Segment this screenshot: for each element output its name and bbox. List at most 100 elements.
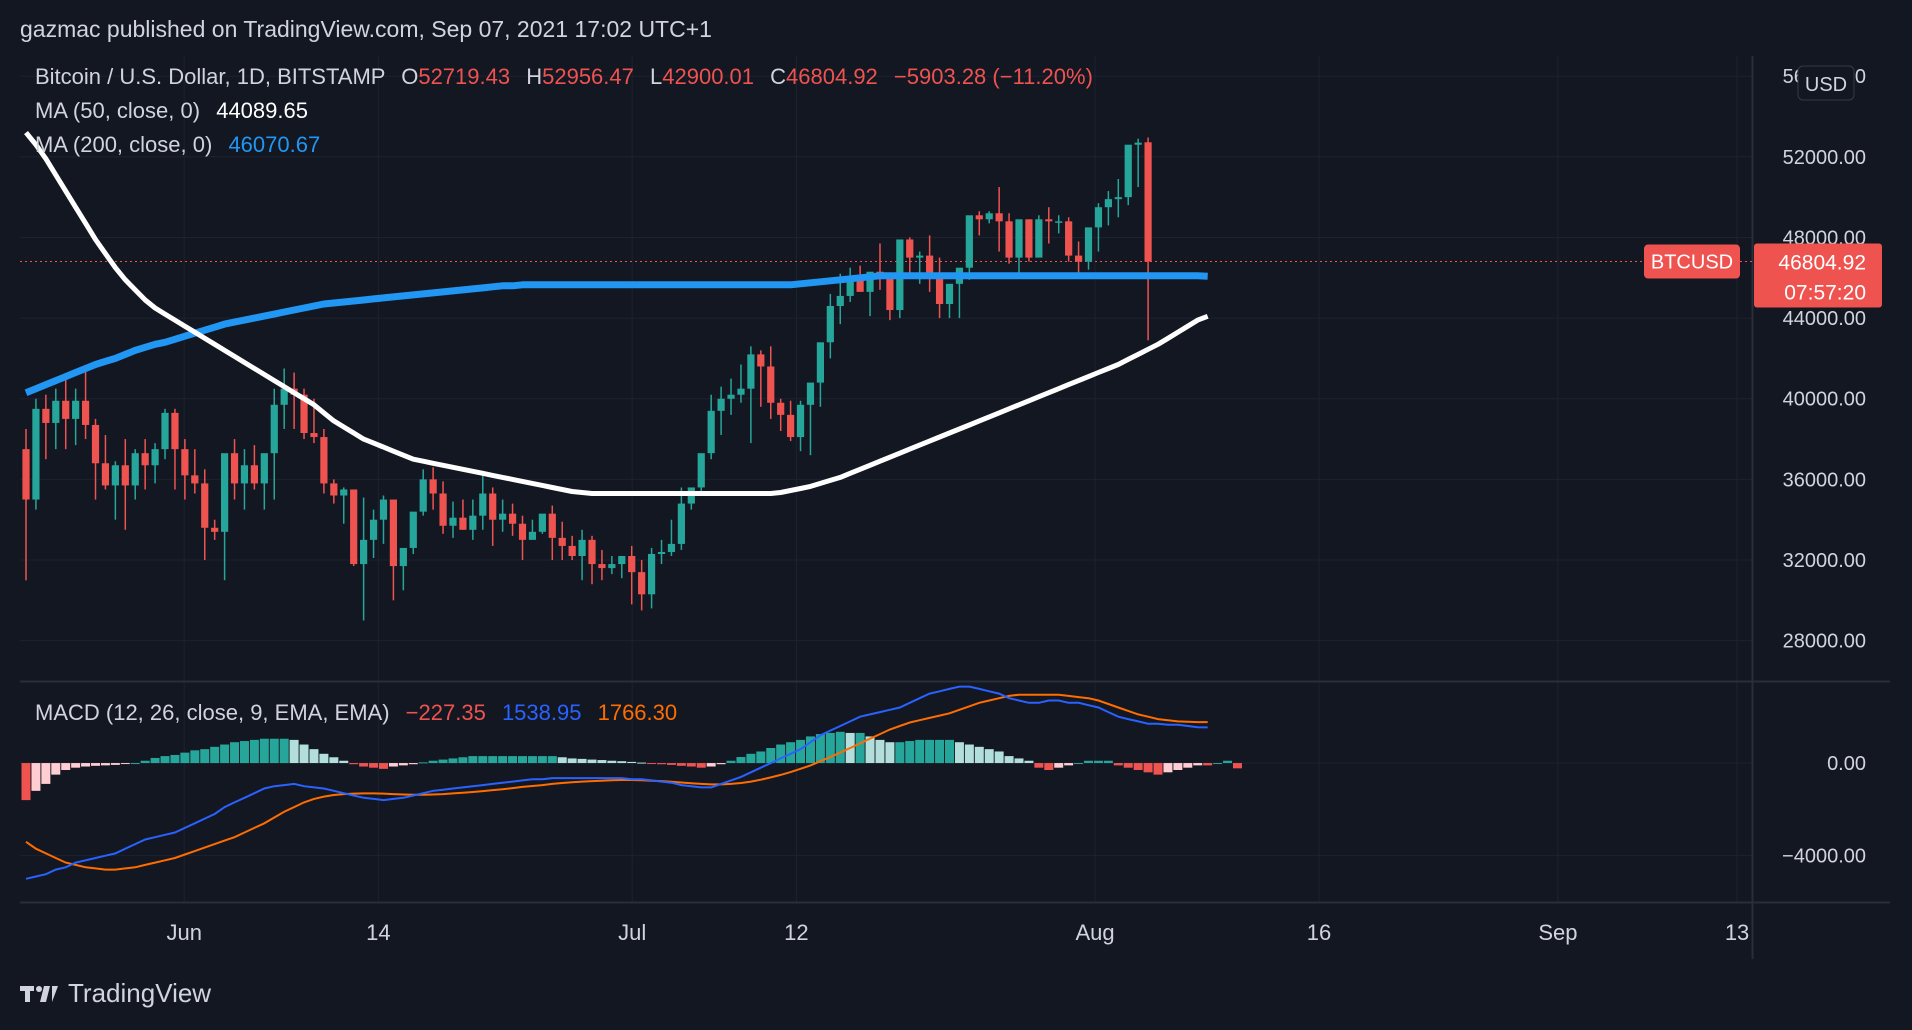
macd-label: MACD (12, 26, close, 9, EMA, EMA) [35,700,390,725]
candle-body [429,479,437,494]
candle-body [300,394,308,434]
time-tick-label: Jul [618,920,646,945]
macd-tick-label: 0.00 [1827,753,1866,775]
candle-body [518,523,527,540]
candle-body [181,449,189,476]
candle-body [360,539,368,565]
macd-hist-bar [210,746,220,764]
candle-body [886,277,894,311]
currency-button[interactable] [1797,65,1855,101]
candle-body [330,483,338,496]
candle-body [1065,221,1073,256]
macd-hist-bar [289,739,299,764]
candle-body [409,511,417,548]
candle-body [906,239,914,258]
candle-body [340,489,348,496]
price-tag-value: 46804.92 [1778,252,1866,275]
symbol-tag-label: BTCUSD [1651,252,1733,274]
candle-body [568,545,576,556]
candle-body [628,556,636,573]
macd-hist-bar [527,756,537,764]
macd-hist-bar [1183,763,1193,768]
candle-body [638,572,646,595]
time-tick-label: 16 [1307,920,1331,945]
candle-body [350,489,358,565]
candle-body [1074,255,1083,262]
macd-hist-bar [1054,763,1064,768]
candle-body [787,414,795,438]
macd-hist-bar [1084,760,1094,764]
candle-body [777,402,785,415]
macd-hist-bar [508,756,518,764]
macd-hist-bar [895,742,905,764]
macd-signal-value: 1766.30 [598,700,678,725]
ma50-line[interactable] [24,131,1209,496]
macd-hist-bar [587,759,597,764]
candle-body [479,493,487,516]
macd-hist-bar [299,744,309,764]
macd-hist-bar [796,739,806,764]
candle-body [221,453,229,532]
legend-high-label: H [526,64,542,89]
macd-histogram[interactable] [21,731,1242,801]
macd-hist-bar [498,756,508,764]
footer-brand[interactable]: TradingView [68,978,212,1008]
ma200-label: MA (200, close, 0) [35,132,212,157]
macd-hist-bar [220,744,230,764]
macd-hist-bar [100,763,110,766]
price-tick-label: 36000.00 [1783,469,1866,491]
candle-body [677,503,685,544]
macd-hist-bar [81,763,91,767]
price-axis[interactable]: 56000.0052000.0048000.0044000.0040000.00… [1782,66,1866,868]
macd-hist-bar [438,759,448,764]
time-axis[interactable]: Jun 14 Jul 12 Aug 16 Sep 13 [166,920,1749,945]
candle-body [1035,219,1043,258]
price-candles[interactable] [22,137,1152,621]
chart-frame[interactable]: 56000.0052000.0048000.0044000.0040000.00… [20,56,1890,960]
candle-body [270,404,278,454]
candle-body [856,277,864,292]
macd-hist-bar [259,738,269,764]
macd-hist-bar [279,738,289,764]
macd-hist-bar [388,763,398,767]
ma200-line[interactable] [24,272,1208,396]
candle-body [846,277,854,296]
candle-body [548,513,556,538]
macd-hist-bar [309,749,319,764]
macd-hist-bar [359,763,369,767]
legend-open: 52719.43 [418,64,510,89]
chart-canvas[interactable]: 56000.0052000.0048000.0044000.0040000.00… [20,56,1890,960]
candle-body [916,255,924,258]
macd-hist-bar [140,760,150,764]
macd-signal-line[interactable] [25,693,1208,871]
macd-hist-bar [905,741,915,764]
candle-body [439,493,447,526]
candle-body [508,513,517,524]
macd-hist-bar [130,763,140,765]
macd-hist-bar [31,763,41,791]
symbol-tag [1644,244,1740,279]
tradingview-logo-icon [20,985,58,1002]
candle-body [945,283,954,304]
macd-line[interactable] [25,685,1208,880]
macd-hist-bar [349,763,359,765]
macd-hist-bar [1034,763,1044,768]
price-tick-label: 40000.00 [1783,389,1866,411]
macd-hist-bar [746,753,756,764]
last-price-tags[interactable]: BTCUSD 46804.92 07:57:20 [1644,243,1882,308]
candle-body [1134,142,1142,145]
macd-hist-bar [160,756,170,764]
candle-body [866,271,874,292]
macd-hist-bar [458,757,468,764]
candle-body [816,342,824,383]
candle-body [578,539,586,556]
macd-hist-bar [150,757,160,764]
macd-hist-bar [110,763,120,765]
candle-body [1144,142,1152,262]
candle-body [230,453,239,484]
macd-hist-bar [1213,763,1223,765]
macd-hist-bar [378,763,388,769]
macd-hist-bar [1193,763,1203,766]
macd-hist-bar [835,731,845,764]
time-tick-label: Aug [1075,920,1114,945]
